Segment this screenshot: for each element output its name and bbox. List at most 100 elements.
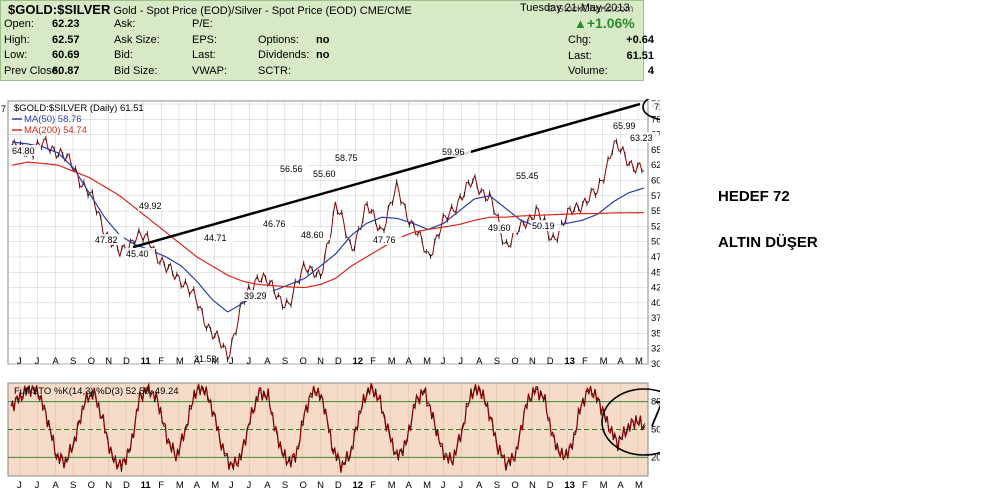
data-label: 56.56 <box>280 164 303 174</box>
data-label: 72.5 <box>654 102 660 112</box>
x-tick-label: A <box>405 356 412 367</box>
seven-mark <box>651 401 660 427</box>
y-tick-label: 65.0 <box>651 145 660 156</box>
sto-legend: Full STO %K(14,3) %D(3) 52.50, 49.24 <box>14 386 179 397</box>
data-label: 49.60 <box>488 223 511 233</box>
quote-date: Tuesday 21-May-2013 <box>520 2 630 14</box>
stochastic-chart: J J A S O N D 11 F M A M J J A S O N D 12 F M A M J J A S O N D 13 F M A M2… <box>7 382 660 491</box>
sto-x-tick-label: M <box>176 480 184 491</box>
x-tick-label: S <box>282 356 288 367</box>
quote-v4: no <box>316 33 330 46</box>
data-label-bg <box>138 200 168 211</box>
sto-x-tick-label: D <box>335 480 342 491</box>
chart-container: $GOLD:$SILVER Gold - Spot Price (EOD)/Si… <box>0 0 660 491</box>
data-label: 47.82 <box>95 235 118 245</box>
annotation-note: ALTIN DÜŞER <box>718 234 818 251</box>
data-label-bg <box>312 168 342 179</box>
data-label: 46.76 <box>263 219 286 229</box>
y-tick-label: 42.5 <box>651 283 660 294</box>
sto-x-tick-label: N <box>317 480 324 491</box>
sto-x-tick-label: 12 <box>352 480 363 491</box>
x-tick-label: M <box>388 356 396 367</box>
sto-x-tick-label: S <box>70 480 76 491</box>
data-label-bg <box>487 222 517 233</box>
y-tick-label: 30.0 <box>651 359 660 367</box>
y-tick-label: 52.5 <box>651 221 660 232</box>
quote-l3: Last: <box>192 49 216 61</box>
sto-x-tick-label: J <box>17 480 22 491</box>
x-tick-label: D <box>123 356 130 367</box>
data-label: 65.99 <box>613 121 636 131</box>
chart-title: $GOLD:$SILVER Gold - Spot Price (EOD)/Si… <box>8 2 412 17</box>
sto-x-tick-label: A <box>405 480 412 491</box>
quote-right-value: +0.64 <box>626 34 654 46</box>
x-tick-label: F <box>370 356 376 367</box>
data-label: 55.60 <box>313 169 336 179</box>
y-tick-label: 35.0 <box>651 328 660 339</box>
quote-l2: Ask: <box>114 18 136 30</box>
axis-left-label: 7 <box>1 104 6 114</box>
x-tick-label: 12 <box>352 356 363 367</box>
quote-l1: Open: <box>4 18 34 30</box>
y-tick-label: 70.0 <box>651 114 660 125</box>
y-tick-label: 57.5 <box>651 191 660 202</box>
data-label: 45.40 <box>126 249 149 259</box>
legend-price: $GOLD:$SILVER (Daily) 61.51 <box>14 103 144 114</box>
up-arrow-icon: ▲ <box>574 16 587 31</box>
quote-l2: Bid: <box>114 49 133 61</box>
data-label: 31.53 <box>194 354 217 364</box>
quote-l1: Prev Close: <box>4 64 61 77</box>
x-tick-label: J <box>35 356 40 367</box>
data-label-bg <box>279 163 309 174</box>
sto-x-tick-label: M <box>388 480 396 491</box>
x-tick-label: N <box>317 356 324 367</box>
exchange: CME/CME <box>359 5 412 17</box>
quote-panel: Tuesday 21-May-2013 ▲+1.06% Open: 62.23 As… <box>0 0 654 81</box>
sto-x-tick-label: 11 <box>141 480 152 491</box>
x-tick-label: F <box>158 356 164 367</box>
x-tick-label: M <box>423 356 431 367</box>
x-tick-label: M <box>635 356 643 367</box>
sto-tick-label: 80 <box>651 397 660 408</box>
sto-x-tick-label: A <box>476 480 483 491</box>
quote-right-label: Volume: <box>568 65 608 77</box>
sto-x-tick-label: F <box>370 480 376 491</box>
quote-v4: no <box>316 49 330 61</box>
x-tick-label: A <box>264 356 271 367</box>
x-tick-label: O <box>511 356 518 367</box>
target-circle <box>642 99 660 121</box>
x-tick-label: O <box>300 356 307 367</box>
sto-x-tick-label: M <box>211 480 219 491</box>
quote-l4: Options: <box>258 33 299 46</box>
y-tick-label: 40.0 <box>651 298 660 309</box>
data-label: 47.76 <box>373 235 396 245</box>
sto-x-tick-label: J <box>229 480 234 491</box>
sto-x-tick-label: D <box>123 480 130 491</box>
description: Gold - Spot Price (EOD)/Silver - Spot Pr… <box>113 5 357 17</box>
quote-l3: VWAP: <box>192 64 228 77</box>
trendline <box>132 102 641 249</box>
x-tick-label: S <box>494 356 500 367</box>
sto-tick-label: 20 <box>651 452 660 463</box>
ma200-line <box>11 161 645 289</box>
data-label-bg <box>334 152 364 163</box>
data-label-bg <box>262 218 292 229</box>
data-label-bg <box>653 101 660 112</box>
data-label: 58.75 <box>335 153 358 163</box>
y-tick-label: 47.5 <box>651 252 660 263</box>
legend-ma200: MA(200) 54.74 <box>24 125 87 136</box>
sto-x-tick-label: F <box>158 480 164 491</box>
sto-tick-label: 50 <box>651 425 660 436</box>
quote-l1: Low: <box>4 49 28 61</box>
quote-l3: P/E: <box>192 18 213 30</box>
quote-v1: 60.69 <box>52 49 80 61</box>
x-tick-label: J <box>17 356 22 367</box>
data-label-bg <box>243 290 273 301</box>
data-label: 50.19 <box>532 221 555 231</box>
quote-right-value: 61.51 <box>626 49 654 62</box>
sto-x-tick-label: D <box>547 480 554 491</box>
y-tick-label: 37.5 <box>651 313 660 324</box>
data-label-bg <box>612 120 642 131</box>
quote-l4: Dividends: <box>258 49 310 61</box>
data-label: 49.92 <box>139 201 162 211</box>
